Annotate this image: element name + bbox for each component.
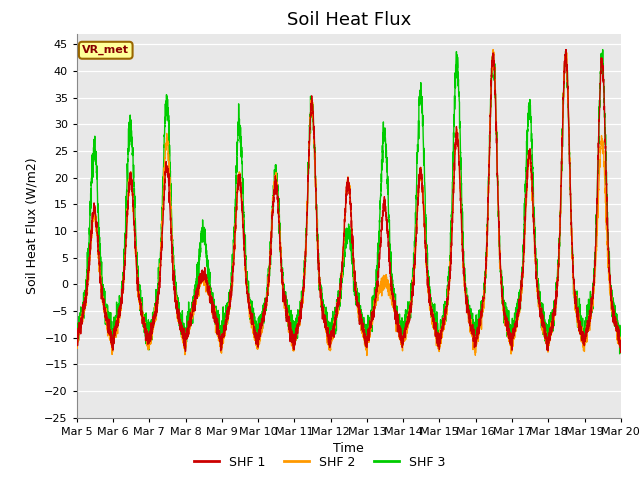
X-axis label: Time: Time <box>333 442 364 455</box>
Text: VR_met: VR_met <box>82 45 129 55</box>
Legend: SHF 1, SHF 2, SHF 3: SHF 1, SHF 2, SHF 3 <box>189 451 451 474</box>
Y-axis label: Soil Heat Flux (W/m2): Soil Heat Flux (W/m2) <box>26 157 38 294</box>
Title: Soil Heat Flux: Soil Heat Flux <box>287 11 411 29</box>
